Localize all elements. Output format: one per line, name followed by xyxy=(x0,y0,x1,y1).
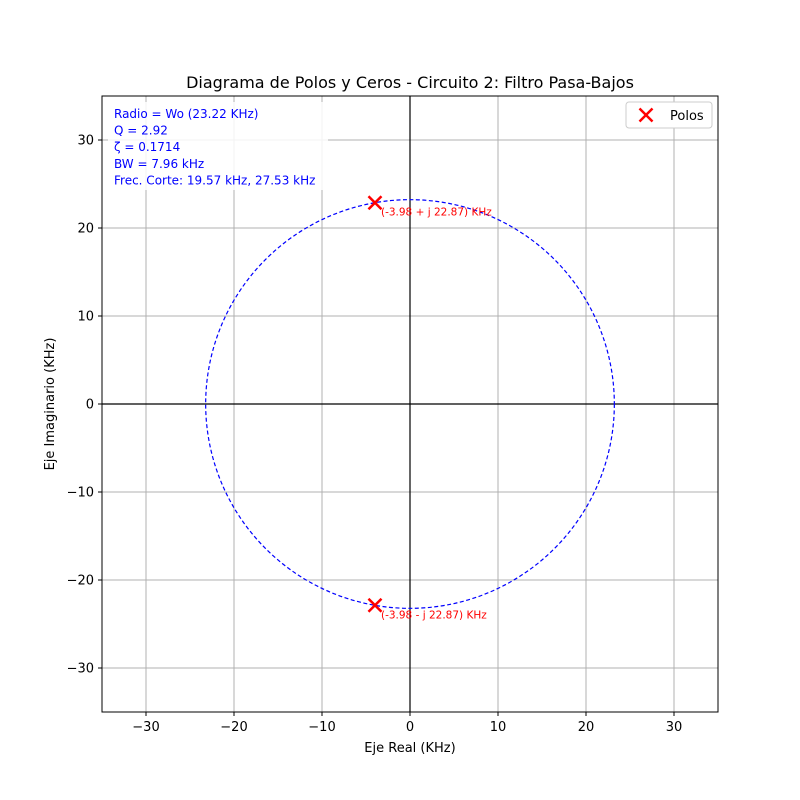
x-tick-label: 0 xyxy=(406,720,414,735)
x-tick-label: 30 xyxy=(666,720,683,735)
info-line: Q = 2.92 xyxy=(114,124,168,138)
pole-marker xyxy=(367,597,383,613)
y-tick-label: 30 xyxy=(77,134,94,149)
info-box: Radio = Wo (23.22 KHz) Q = 2.92 ζ = 0.1714… xyxy=(108,102,328,190)
info-line: ζ = 0.1714 xyxy=(114,140,180,154)
y-axis-label: Eje Imaginario (KHz) xyxy=(43,338,58,471)
legend: Polos xyxy=(625,101,713,129)
x-tick-label: −20 xyxy=(220,720,247,735)
x-axis-ticks: −30 −20 −10 0 10 20 30 xyxy=(132,712,682,735)
pole-x-stroke xyxy=(367,597,383,613)
chart-title: Diagrama de Polos y Ceros - Circuito 2: … xyxy=(186,73,634,92)
y-tick-label: 0 xyxy=(86,398,94,413)
y-tick-label: −10 xyxy=(67,486,94,501)
natural-frequency-circle xyxy=(205,199,615,609)
info-line: BW = 7.96 kHz xyxy=(114,157,204,171)
x-tick-label: 20 xyxy=(578,720,595,735)
legend-marker xyxy=(638,107,654,123)
legend-label: Polos xyxy=(670,109,704,124)
pole-label: (-3.98 - j 22.87) KHz xyxy=(381,609,487,621)
y-axis-ticks: −30 −20 −10 0 10 20 30 xyxy=(67,134,102,677)
y-tick-label: −20 xyxy=(67,574,94,589)
wo-circle xyxy=(205,199,615,609)
pole-labels: (-3.98 + j 22.87) KHz (-3.98 - j 22.87) K… xyxy=(381,207,492,622)
pole-markers xyxy=(367,195,383,613)
y-tick-label: 10 xyxy=(77,310,94,325)
pole-marker xyxy=(367,195,383,211)
legend-box xyxy=(625,101,713,129)
legend-x-stroke xyxy=(638,107,654,123)
info-line: Frec. Corte: 19.57 kHz, 27.53 kHz xyxy=(114,173,315,187)
x-axis-label: Eje Real (KHz) xyxy=(364,741,455,756)
x-tick-label: 10 xyxy=(490,720,507,735)
x-tick-label: −30 xyxy=(132,720,159,735)
pole-label: (-3.98 + j 22.87) KHz xyxy=(381,207,492,219)
info-box-background xyxy=(108,102,328,190)
y-tick-label: 20 xyxy=(77,222,94,237)
x-tick-label: −10 xyxy=(308,720,335,735)
y-tick-label: −30 xyxy=(67,662,94,677)
info-line: Radio = Wo (23.22 KHz) xyxy=(114,107,258,121)
zero-axes xyxy=(102,96,718,712)
pole-x-stroke xyxy=(367,195,383,211)
